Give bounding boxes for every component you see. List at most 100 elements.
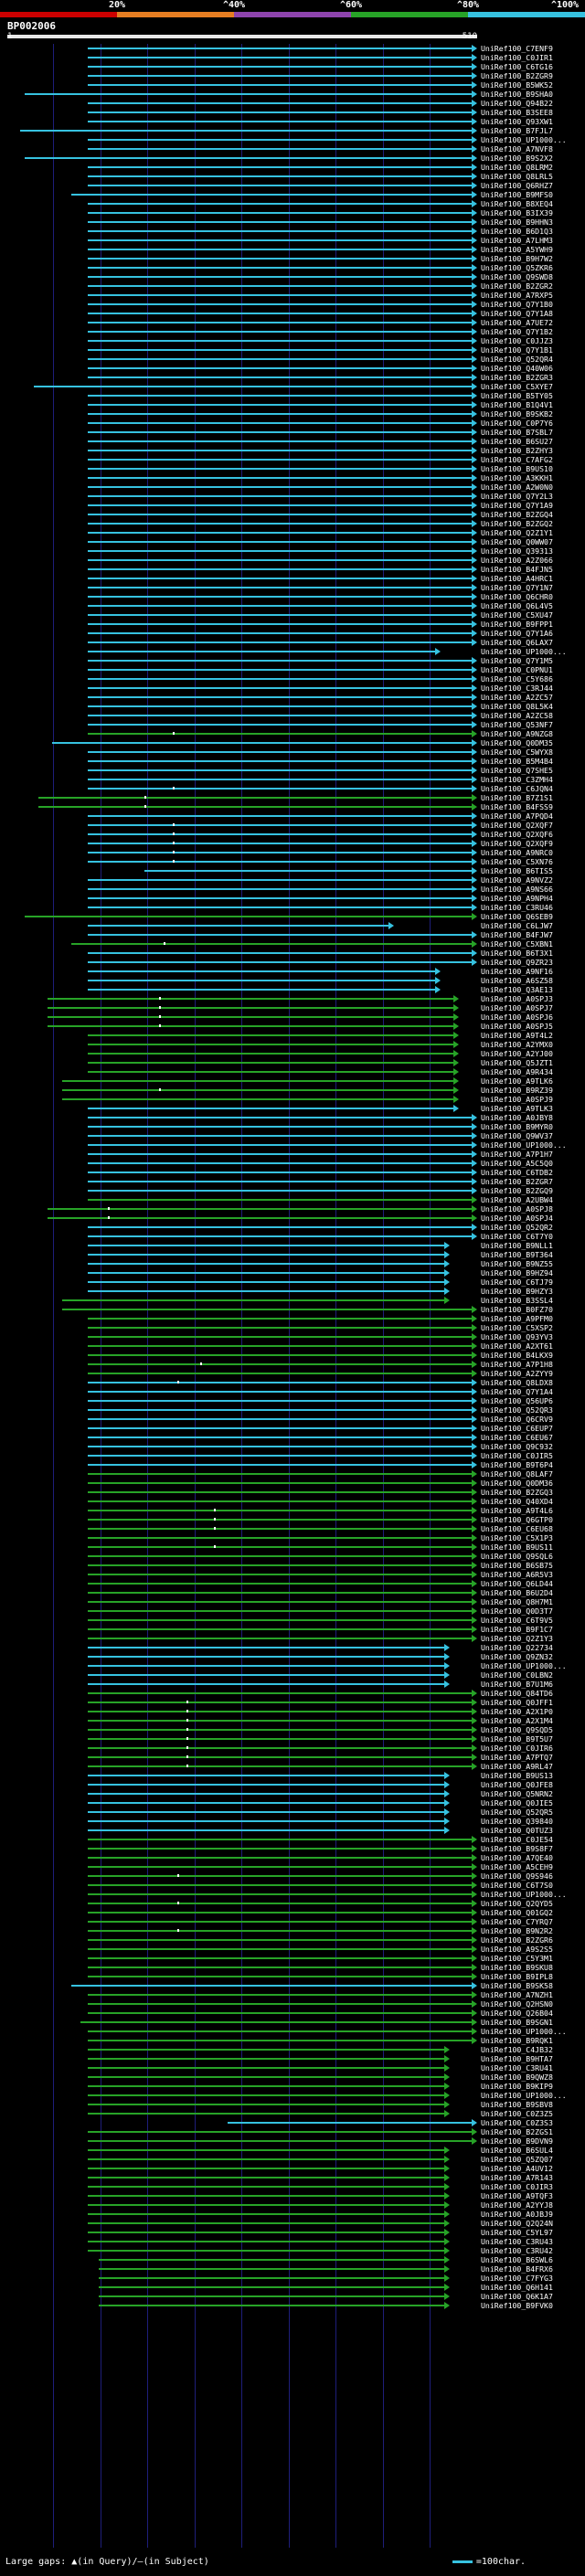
hit-alignment-bar[interactable] (87, 1619, 473, 1621)
hit-alignment-bar[interactable] (87, 221, 473, 223)
hit-name-link[interactable]: UniRef100_C6TDB2 (481, 1168, 553, 1177)
hit-row[interactable]: UniRef100_Q2XQF7 (0, 821, 585, 830)
hit-alignment-bar[interactable] (87, 852, 473, 853)
hit-name-link[interactable]: UniRef100_B9HTA7 (481, 2054, 553, 2063)
hit-alignment-bar[interactable] (87, 2158, 445, 2160)
hit-row[interactable]: UniRef100_B7FJL7 (0, 126, 585, 135)
hit-alignment-bar[interactable] (87, 660, 473, 662)
hit-row[interactable]: UniRef100_B9HHN3 (0, 217, 585, 227)
hit-row[interactable]: UniRef100_Q9WV37 (0, 1131, 585, 1140)
hit-name-link[interactable]: UniRef100_Q53NF7 (481, 720, 553, 729)
hit-name-link[interactable]: UniRef100_A2X1P0 (481, 1707, 553, 1716)
hit-row[interactable]: UniRef100_Q93XW1 (0, 117, 585, 126)
hit-alignment-bar[interactable] (87, 1848, 473, 1850)
hit-name-link[interactable]: UniRef100_Q6GTP0 (481, 1515, 553, 1524)
hit-name-link[interactable]: UniRef100_A4HRC1 (481, 574, 553, 583)
hit-alignment-bar[interactable] (87, 404, 473, 406)
hit-name-link[interactable]: UniRef100_Q0DM36 (481, 1479, 553, 1488)
hit-name-link[interactable]: UniRef100_B9T5U7 (481, 1734, 553, 1744)
hit-alignment-bar[interactable] (87, 1153, 473, 1155)
hit-alignment-bar[interactable] (87, 1391, 473, 1393)
hit-alignment-bar[interactable] (87, 788, 473, 790)
hit-name-link[interactable]: UniRef100_A0JBY8 (481, 1113, 553, 1122)
hit-alignment-bar[interactable] (87, 459, 473, 461)
hit-row[interactable]: UniRef100_A7PQD4 (0, 811, 585, 821)
hit-name-link[interactable]: UniRef100_A7R143 (481, 2173, 553, 2182)
hit-name-link[interactable]: UniRef100_Q52QR5 (481, 1807, 553, 1817)
hit-name-link[interactable]: UniRef100_Q6K1A7 (481, 2292, 553, 2301)
hit-alignment-bar[interactable] (87, 1546, 473, 1548)
hit-row[interactable]: UniRef100_Q7Y1B0 (0, 300, 585, 309)
hit-name-link[interactable]: UniRef100_Q7Y1A9 (481, 501, 553, 510)
hit-row[interactable]: UniRef100_A2UBW4 (0, 1195, 585, 1204)
hit-row[interactable]: UniRef100_A0JBY8 (0, 1113, 585, 1122)
hit-name-link[interactable]: UniRef100_C3RU42 (481, 2246, 553, 2255)
hit-row[interactable]: UniRef100_B9SK58 (0, 1981, 585, 1990)
hit-alignment-bar[interactable] (87, 2186, 445, 2188)
hit-row[interactable]: UniRef100_B6T3X1 (0, 949, 585, 958)
hit-row[interactable]: UniRef100_B2ZGS1 (0, 2127, 585, 2136)
hit-alignment-bar[interactable] (87, 212, 473, 214)
hit-name-link[interactable]: UniRef100_B7FJL7 (481, 126, 553, 135)
hit-name-link[interactable]: UniRef100_UP1000... (481, 2027, 567, 2036)
hit-name-link[interactable]: UniRef100_A7PTQ7 (481, 1753, 553, 1762)
hit-alignment-bar[interactable] (87, 1473, 473, 1475)
hit-row[interactable]: UniRef100_A0SPJ6 (0, 1012, 585, 1022)
hit-alignment-bar[interactable] (87, 1674, 445, 1676)
hit-name-link[interactable]: UniRef100_A2ZYY9 (481, 1369, 553, 1378)
hit-row[interactable]: UniRef100_A6R5V3 (0, 1570, 585, 1579)
hit-name-link[interactable]: UniRef100_Q9SQL6 (481, 1552, 553, 1561)
hit-row[interactable]: UniRef100_C0LBN2 (0, 1670, 585, 1680)
hit-name-link[interactable]: UniRef100_B4FJN5 (481, 565, 553, 574)
hit-name-link[interactable]: UniRef100_Q8LDX8 (481, 1378, 553, 1387)
hit-row[interactable]: UniRef100_Q2QYD5 (0, 1899, 585, 1908)
hit-alignment-bar[interactable] (87, 2177, 445, 2178)
hit-alignment-bar[interactable] (87, 1976, 473, 1977)
hit-name-link[interactable]: UniRef100_C0JIR5 (481, 1451, 553, 1460)
hit-name-link[interactable]: UniRef100_B2ZHY3 (481, 446, 553, 455)
hit-alignment-bar[interactable] (87, 1181, 473, 1182)
hit-alignment-bar[interactable] (87, 715, 473, 716)
hit-name-link[interactable]: UniRef100_A9R434 (481, 1067, 553, 1076)
hit-name-link[interactable]: UniRef100_A4UV12 (481, 2164, 553, 2173)
hit-alignment-bar[interactable] (87, 1729, 473, 1731)
hit-name-link[interactable]: UniRef100_A9T4L2 (481, 1031, 553, 1040)
hit-name-link[interactable]: UniRef100_B2ZGQ9 (481, 1186, 553, 1195)
hit-name-link[interactable]: UniRef100_Q5ZKR6 (481, 263, 553, 272)
hit-alignment-bar[interactable] (87, 139, 473, 141)
hit-name-link[interactable]: UniRef100_A7PQD4 (481, 811, 553, 821)
hit-alignment-bar[interactable] (87, 1564, 473, 1566)
hit-name-link[interactable]: UniRef100_B7SBL7 (481, 428, 553, 437)
hit-alignment-bar[interactable] (87, 1966, 473, 1968)
hit-row[interactable]: UniRef100_B9S2X2 (0, 154, 585, 163)
hit-row[interactable]: UniRef100_Q5JZT1 (0, 1058, 585, 1067)
hit-name-link[interactable]: UniRef100_A2Z066 (481, 556, 553, 565)
hit-name-link[interactable]: UniRef100_B9KIP9 (481, 2082, 553, 2091)
hit-name-link[interactable]: UniRef100_B9HHN3 (481, 217, 553, 227)
hit-alignment-bar[interactable] (87, 313, 473, 314)
hit-name-link[interactable]: UniRef100_B4FJW7 (481, 930, 553, 939)
hit-row[interactable]: UniRef100_Q7Y1A8 (0, 309, 585, 318)
hit-name-link[interactable]: UniRef100_Q7Y1A8 (481, 309, 553, 318)
hit-name-link[interactable]: UniRef100_B2ZGR6 (481, 1935, 553, 1945)
hit-alignment-bar[interactable] (87, 1235, 473, 1237)
hit-alignment-bar[interactable] (87, 1857, 473, 1859)
hit-row[interactable]: UniRef100_Q9ZN32 (0, 1652, 585, 1661)
hit-row[interactable]: UniRef100_B2ZGQ3 (0, 1488, 585, 1497)
hit-alignment-bar[interactable] (87, 66, 473, 68)
hit-row[interactable]: UniRef100_C0Z3S3 (0, 2118, 585, 2127)
hit-alignment-bar[interactable] (87, 258, 473, 260)
hit-row[interactable]: UniRef100_B7U1M6 (0, 1680, 585, 1689)
hit-name-link[interactable]: UniRef100_B9SKB2 (481, 409, 553, 419)
hit-row[interactable]: UniRef100_A9NVZ2 (0, 875, 585, 885)
hit-alignment-bar[interactable] (87, 340, 473, 342)
hit-alignment-bar[interactable] (87, 1701, 473, 1703)
hit-alignment-bar[interactable] (87, 1829, 445, 1831)
hit-alignment-bar[interactable] (87, 1263, 445, 1265)
hit-name-link[interactable]: UniRef100_Q0D3T7 (481, 1606, 553, 1616)
hit-name-link[interactable]: UniRef100_B2ZGR9 (481, 71, 553, 80)
hit-row[interactable]: UniRef100_B7SBL7 (0, 428, 585, 437)
hit-alignment-bar[interactable] (87, 705, 473, 707)
hit-name-link[interactable]: UniRef100_C5XN76 (481, 857, 553, 866)
hit-alignment-bar[interactable] (87, 239, 473, 241)
